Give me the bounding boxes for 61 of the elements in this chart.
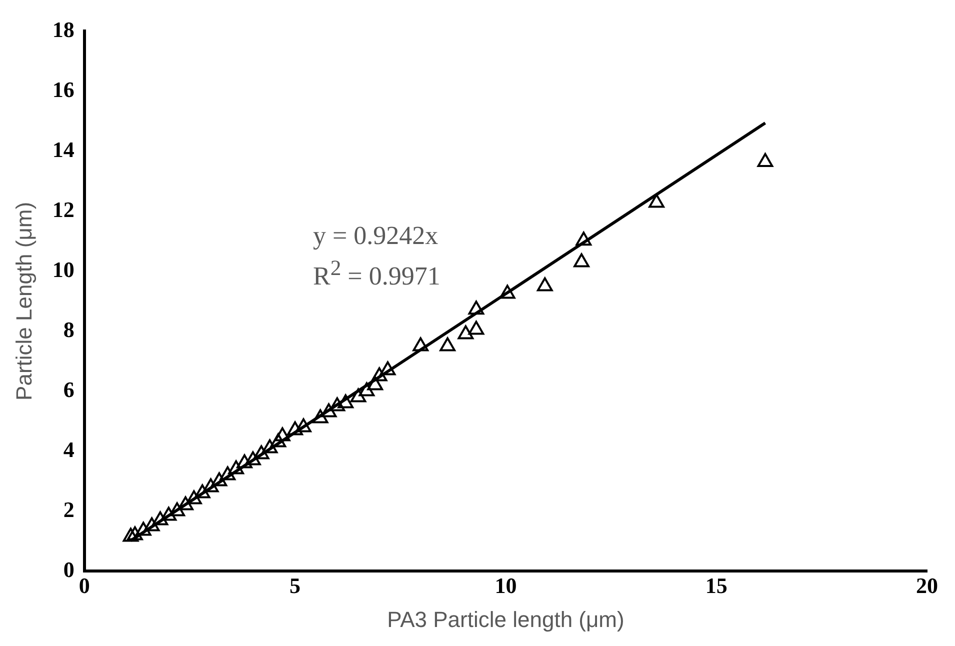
y-tick-label: 12 [52, 196, 74, 222]
point [262, 439, 278, 454]
annotation: R$^{2}$ = 0.9971 [313, 255, 440, 293]
point [194, 484, 210, 498]
x-axis-title: PA3 Particle length (μm) [387, 606, 624, 632]
point [468, 300, 484, 315]
point [458, 325, 474, 340]
x-tick-label: 15 [705, 573, 728, 598]
point [536, 277, 553, 292]
y-tick-label: 2 [63, 496, 74, 522]
point [220, 466, 236, 480]
point [358, 382, 375, 396]
point [350, 388, 366, 402]
x-tick-label: 10 [494, 573, 517, 598]
y-tick-label: 4 [63, 436, 74, 462]
point [287, 421, 303, 436]
point [380, 361, 396, 376]
point [253, 445, 270, 460]
point [574, 253, 590, 268]
point [122, 528, 139, 542]
point [152, 511, 168, 526]
point [211, 472, 228, 486]
point [186, 490, 202, 504]
point [236, 454, 252, 468]
point [296, 418, 312, 432]
point [576, 232, 592, 246]
point [127, 526, 143, 540]
y-tick-label: 18 [52, 16, 74, 42]
point [440, 337, 456, 352]
point [312, 409, 328, 424]
x-tick-label: 0 [78, 573, 90, 598]
point [178, 496, 194, 510]
point [160, 506, 177, 521]
point [367, 376, 384, 390]
point [648, 194, 664, 208]
x-tick-label: 5 [290, 573, 301, 598]
y-tick-label: 6 [63, 376, 74, 402]
point [757, 153, 774, 167]
point [274, 427, 290, 442]
point [228, 460, 244, 474]
y-tick-label: 0 [63, 556, 74, 582]
point [412, 337, 429, 352]
point [144, 517, 160, 532]
point [320, 403, 337, 418]
annotation: y = 0.9242x [313, 220, 440, 252]
point [244, 451, 261, 466]
point [499, 284, 516, 299]
y-axis-title: Particle Length (μm) [11, 202, 36, 400]
y-tick-label: 8 [63, 316, 74, 342]
point [468, 320, 484, 335]
point [270, 433, 286, 448]
y-tick-label: 16 [52, 76, 74, 102]
point [371, 367, 388, 382]
point [169, 502, 186, 516]
point [329, 397, 346, 412]
point [135, 522, 152, 536]
x-tick-label: 20 [916, 573, 938, 598]
point [202, 478, 219, 492]
y-tick-label: 10 [52, 256, 74, 282]
y-tick-label: 14 [52, 136, 74, 162]
point [338, 394, 354, 408]
